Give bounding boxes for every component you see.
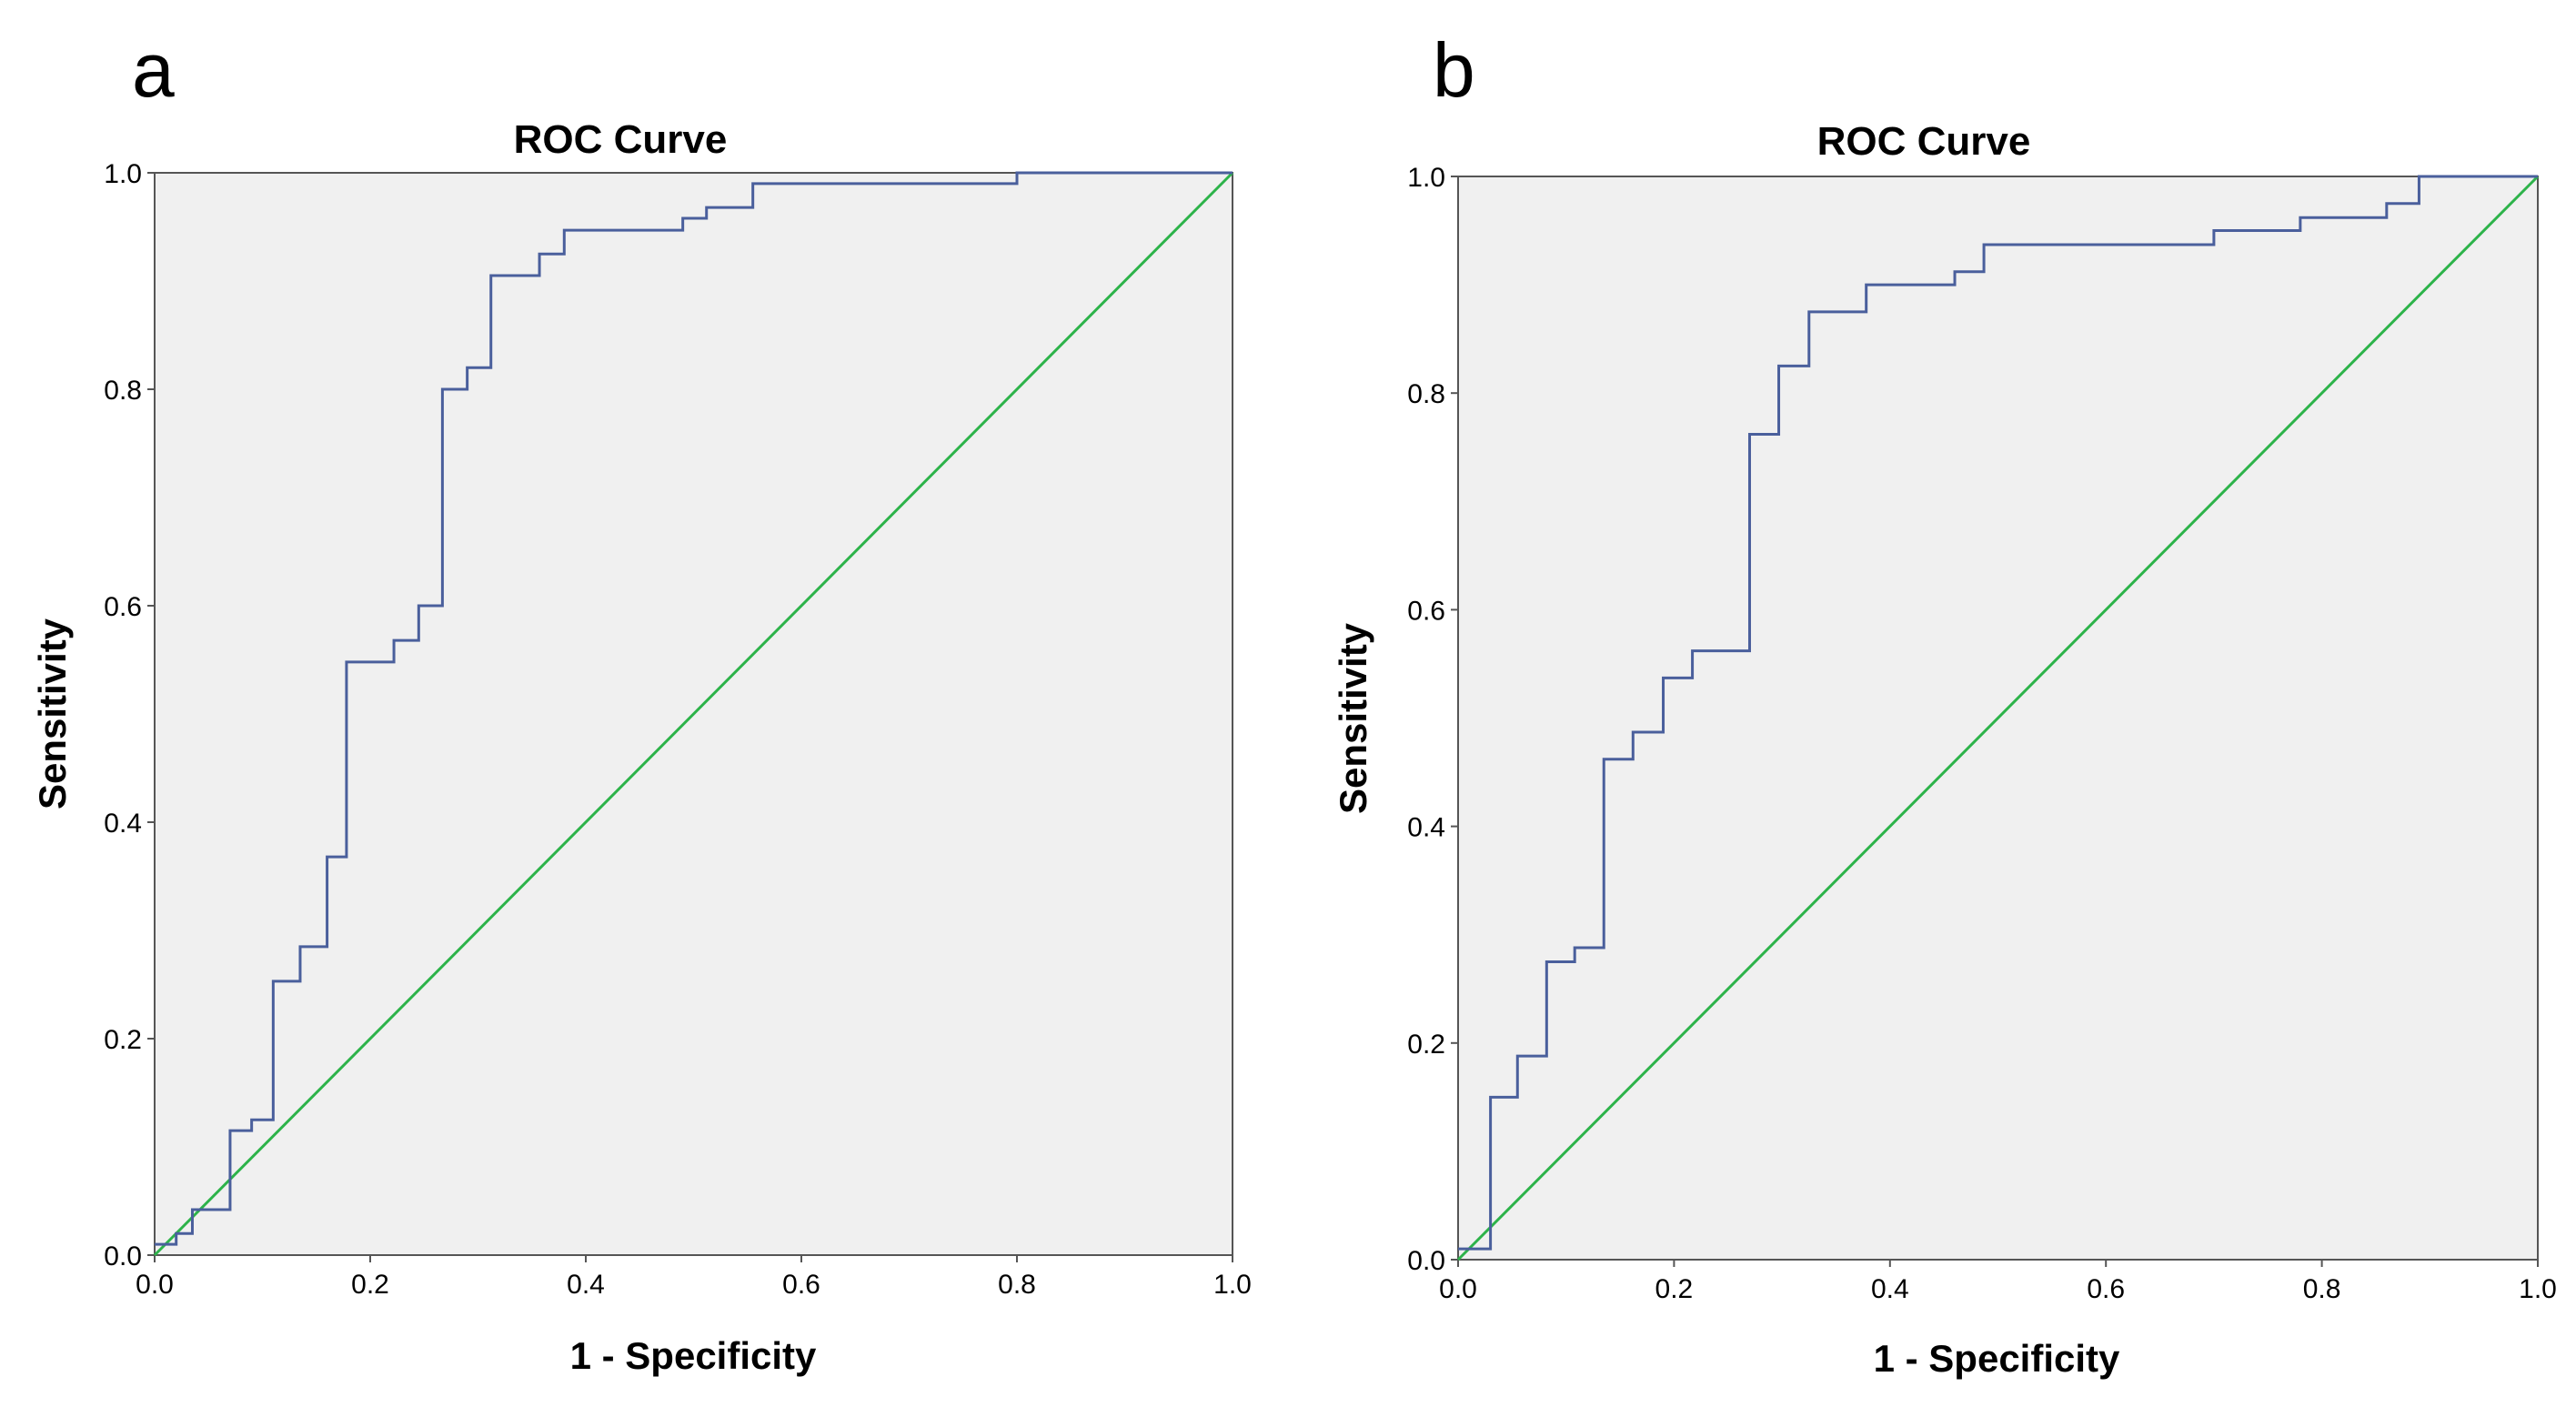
series-group-a bbox=[153, 171, 1234, 1257]
y-tick-label: 0.2 bbox=[1407, 1030, 1445, 1060]
x-axis-label-b: 1 - Specificity bbox=[1874, 1337, 2120, 1380]
panel-a: a ROC Curve 0.0 0.2 0.4 0.6 0.8 1.00.00.20.40… bbox=[31, 27, 1252, 1377]
y-tick-label: 0.8 bbox=[1407, 379, 1445, 409]
x-tick-label: 0.2 bbox=[1655, 1274, 1694, 1304]
x-tick-label: 0.4 bbox=[1871, 1274, 1909, 1304]
x-tick-label: 0.4 bbox=[567, 1270, 605, 1300]
series-group-b bbox=[1456, 175, 2540, 1261]
x-tick-label: 0.2 bbox=[351, 1270, 389, 1300]
roc-curve-line bbox=[155, 171, 1233, 1246]
panel-letter-b: b bbox=[1433, 27, 1475, 113]
x-tick-label: 0.0 bbox=[136, 1270, 174, 1300]
y-tick-label: 0.4 bbox=[1407, 813, 1445, 843]
y-tick-label: 0.6 bbox=[104, 592, 142, 622]
y-tick-label: 0.0 bbox=[1407, 1246, 1445, 1276]
panel-b: b ROC Curve 0.0 0.2 0.4 0.6 0.8 1.00.00.20.40… bbox=[1332, 27, 2557, 1380]
chart-title-b: ROC Curve bbox=[1817, 119, 2031, 164]
y-axis-label-a: Sensitivity bbox=[31, 618, 74, 809]
y-tick-label: 0.8 bbox=[104, 376, 142, 406]
y-tick-label: 1.0 bbox=[1407, 163, 1445, 193]
y-axis-label-b: Sensitivity bbox=[1332, 622, 1374, 814]
reference-line bbox=[1456, 175, 2540, 1261]
panel-letter-a: a bbox=[132, 27, 175, 113]
x-tick-label: 0.8 bbox=[998, 1270, 1036, 1300]
x-tick-label: 0.8 bbox=[2303, 1274, 2341, 1304]
x-tick-label: 0.0 bbox=[1439, 1274, 1477, 1304]
x-tick-label: 1.0 bbox=[1213, 1270, 1252, 1300]
y-tick-label: 0.6 bbox=[1407, 596, 1445, 626]
reference-line bbox=[153, 171, 1234, 1257]
x-axis-label-a: 1 - Specificity bbox=[570, 1334, 817, 1377]
y-tick-label: 0.2 bbox=[104, 1025, 142, 1055]
y-tick-label: 0.4 bbox=[104, 809, 142, 839]
chart-title-a: ROC Curve bbox=[514, 117, 728, 162]
axis-ticks-a: 0.0 0.2 0.4 0.6 0.8 1.0 0.0 0.2 0.4 0.6 0.8 1.0 bbox=[104, 159, 1252, 1300]
y-tick-label: 0.0 bbox=[104, 1241, 142, 1271]
x-tick-label: 1.0 bbox=[2519, 1274, 2557, 1304]
x-tick-label: 0.6 bbox=[782, 1270, 820, 1300]
x-tick-label: 0.6 bbox=[2087, 1274, 2125, 1304]
axis-ticks-b: 0.0 0.2 0.4 0.6 0.8 1.0 0.0 0.2 0.4 0.6 0.8 1.0 bbox=[1407, 163, 2557, 1304]
y-tick-label: 1.0 bbox=[104, 159, 142, 189]
roc-curve-line bbox=[1458, 175, 2538, 1251]
